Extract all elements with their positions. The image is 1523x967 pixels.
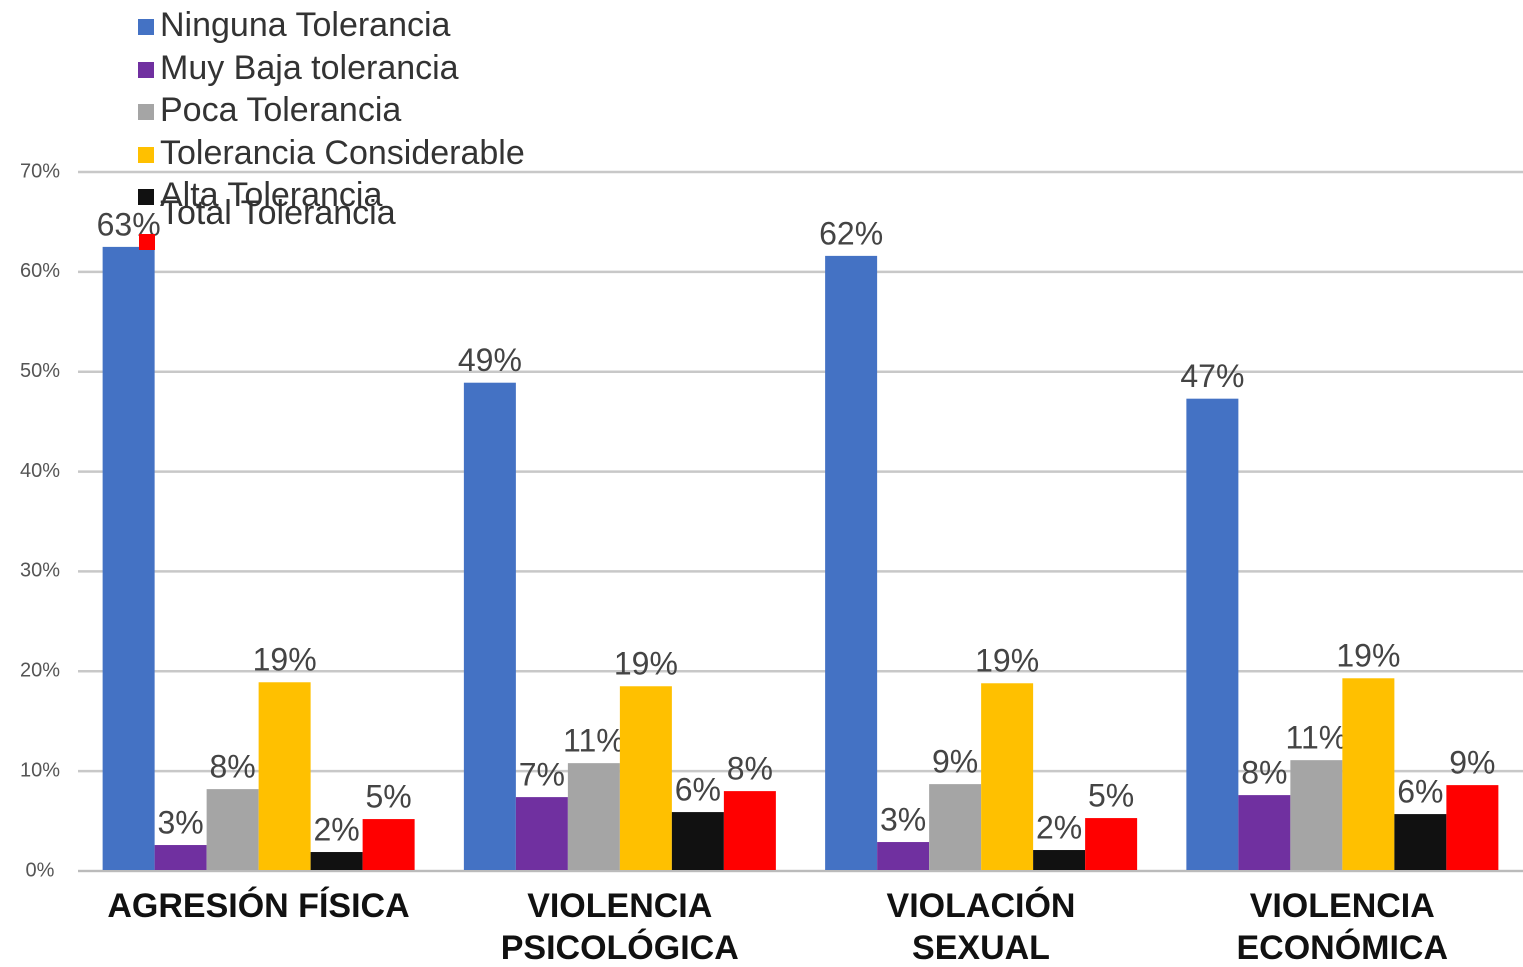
bar <box>1186 398 1239 871</box>
data-label: 5% <box>1088 778 1134 814</box>
data-label: 8% <box>210 749 256 785</box>
bar <box>1033 850 1086 871</box>
y-tick-label: 20% <box>20 660 60 682</box>
y-tick-label: 50% <box>20 360 60 382</box>
bar <box>877 842 930 871</box>
bar <box>825 255 878 871</box>
data-label: 5% <box>366 779 412 815</box>
bar <box>102 246 155 872</box>
data-label: 9% <box>932 744 978 780</box>
legend-swatch <box>138 19 154 35</box>
bar <box>362 819 415 871</box>
data-label: 2% <box>1036 809 1082 845</box>
bar <box>310 852 363 871</box>
y-tick-label: 60% <box>20 260 60 282</box>
x-tick-label: VIOLENCIA ECONÓMICA <box>1236 887 1449 967</box>
legend-label: Alta Tolerancia <box>160 176 382 214</box>
data-label: 19% <box>1336 638 1400 674</box>
data-label: 8% <box>1241 755 1287 791</box>
bar <box>1085 818 1138 871</box>
bar <box>463 382 516 871</box>
data-label: 3% <box>158 804 204 840</box>
legend-swatch <box>138 62 154 78</box>
legend-swatch <box>138 147 154 163</box>
data-label: 19% <box>253 642 317 678</box>
bar <box>154 845 207 871</box>
data-label: 49% <box>458 342 522 378</box>
bar <box>567 763 620 871</box>
x-tick-label: VIOLACIÓN SEXUAL <box>886 887 1076 967</box>
data-label: 19% <box>975 643 1039 679</box>
bar <box>515 797 568 871</box>
bar <box>1290 760 1343 871</box>
data-label: 62% <box>819 215 883 251</box>
data-label: 19% <box>614 646 678 682</box>
bar <box>981 683 1034 871</box>
data-label: 2% <box>314 811 360 847</box>
bar <box>929 784 982 871</box>
y-tick-label: 40% <box>20 460 60 482</box>
y-tick-label: 70% <box>20 160 60 182</box>
bar <box>723 791 776 871</box>
legend-swatch <box>139 234 155 250</box>
bar <box>1394 814 1447 871</box>
legend-label: Total Tolerancia <box>160 194 396 232</box>
legend-swatch <box>138 189 154 205</box>
data-label: 7% <box>519 757 565 793</box>
y-tick-label: 0% <box>26 859 55 881</box>
y-tick-label: 10% <box>20 759 60 781</box>
data-label: 6% <box>1397 774 1443 810</box>
data-label: 47% <box>1180 358 1244 394</box>
data-label: 6% <box>675 772 721 808</box>
data-label: 11% <box>563 723 625 759</box>
bar <box>1342 678 1395 871</box>
bar <box>619 686 672 871</box>
legend-label: Tolerancia Considerable <box>160 134 525 172</box>
bar <box>1238 795 1291 871</box>
x-tick-label: AGRESIÓN FÍSICA <box>107 887 410 925</box>
bar <box>206 789 259 871</box>
x-tick-label: VIOLENCIA PSICOLÓGICA <box>500 887 739 967</box>
data-label: 9% <box>1449 745 1495 781</box>
legend-label: Ninguna Tolerancia <box>160 6 451 44</box>
data-label: 3% <box>880 801 926 837</box>
legend-label: Poca Tolerancia <box>160 91 401 129</box>
legend-swatch <box>138 104 154 120</box>
bar <box>1446 785 1499 871</box>
data-label: 8% <box>727 751 773 787</box>
bar <box>258 682 311 871</box>
data-label: 11% <box>1286 720 1348 756</box>
bar <box>671 812 724 871</box>
legend-label: Muy Baja tolerancia <box>160 49 459 87</box>
y-tick-label: 30% <box>20 560 60 582</box>
